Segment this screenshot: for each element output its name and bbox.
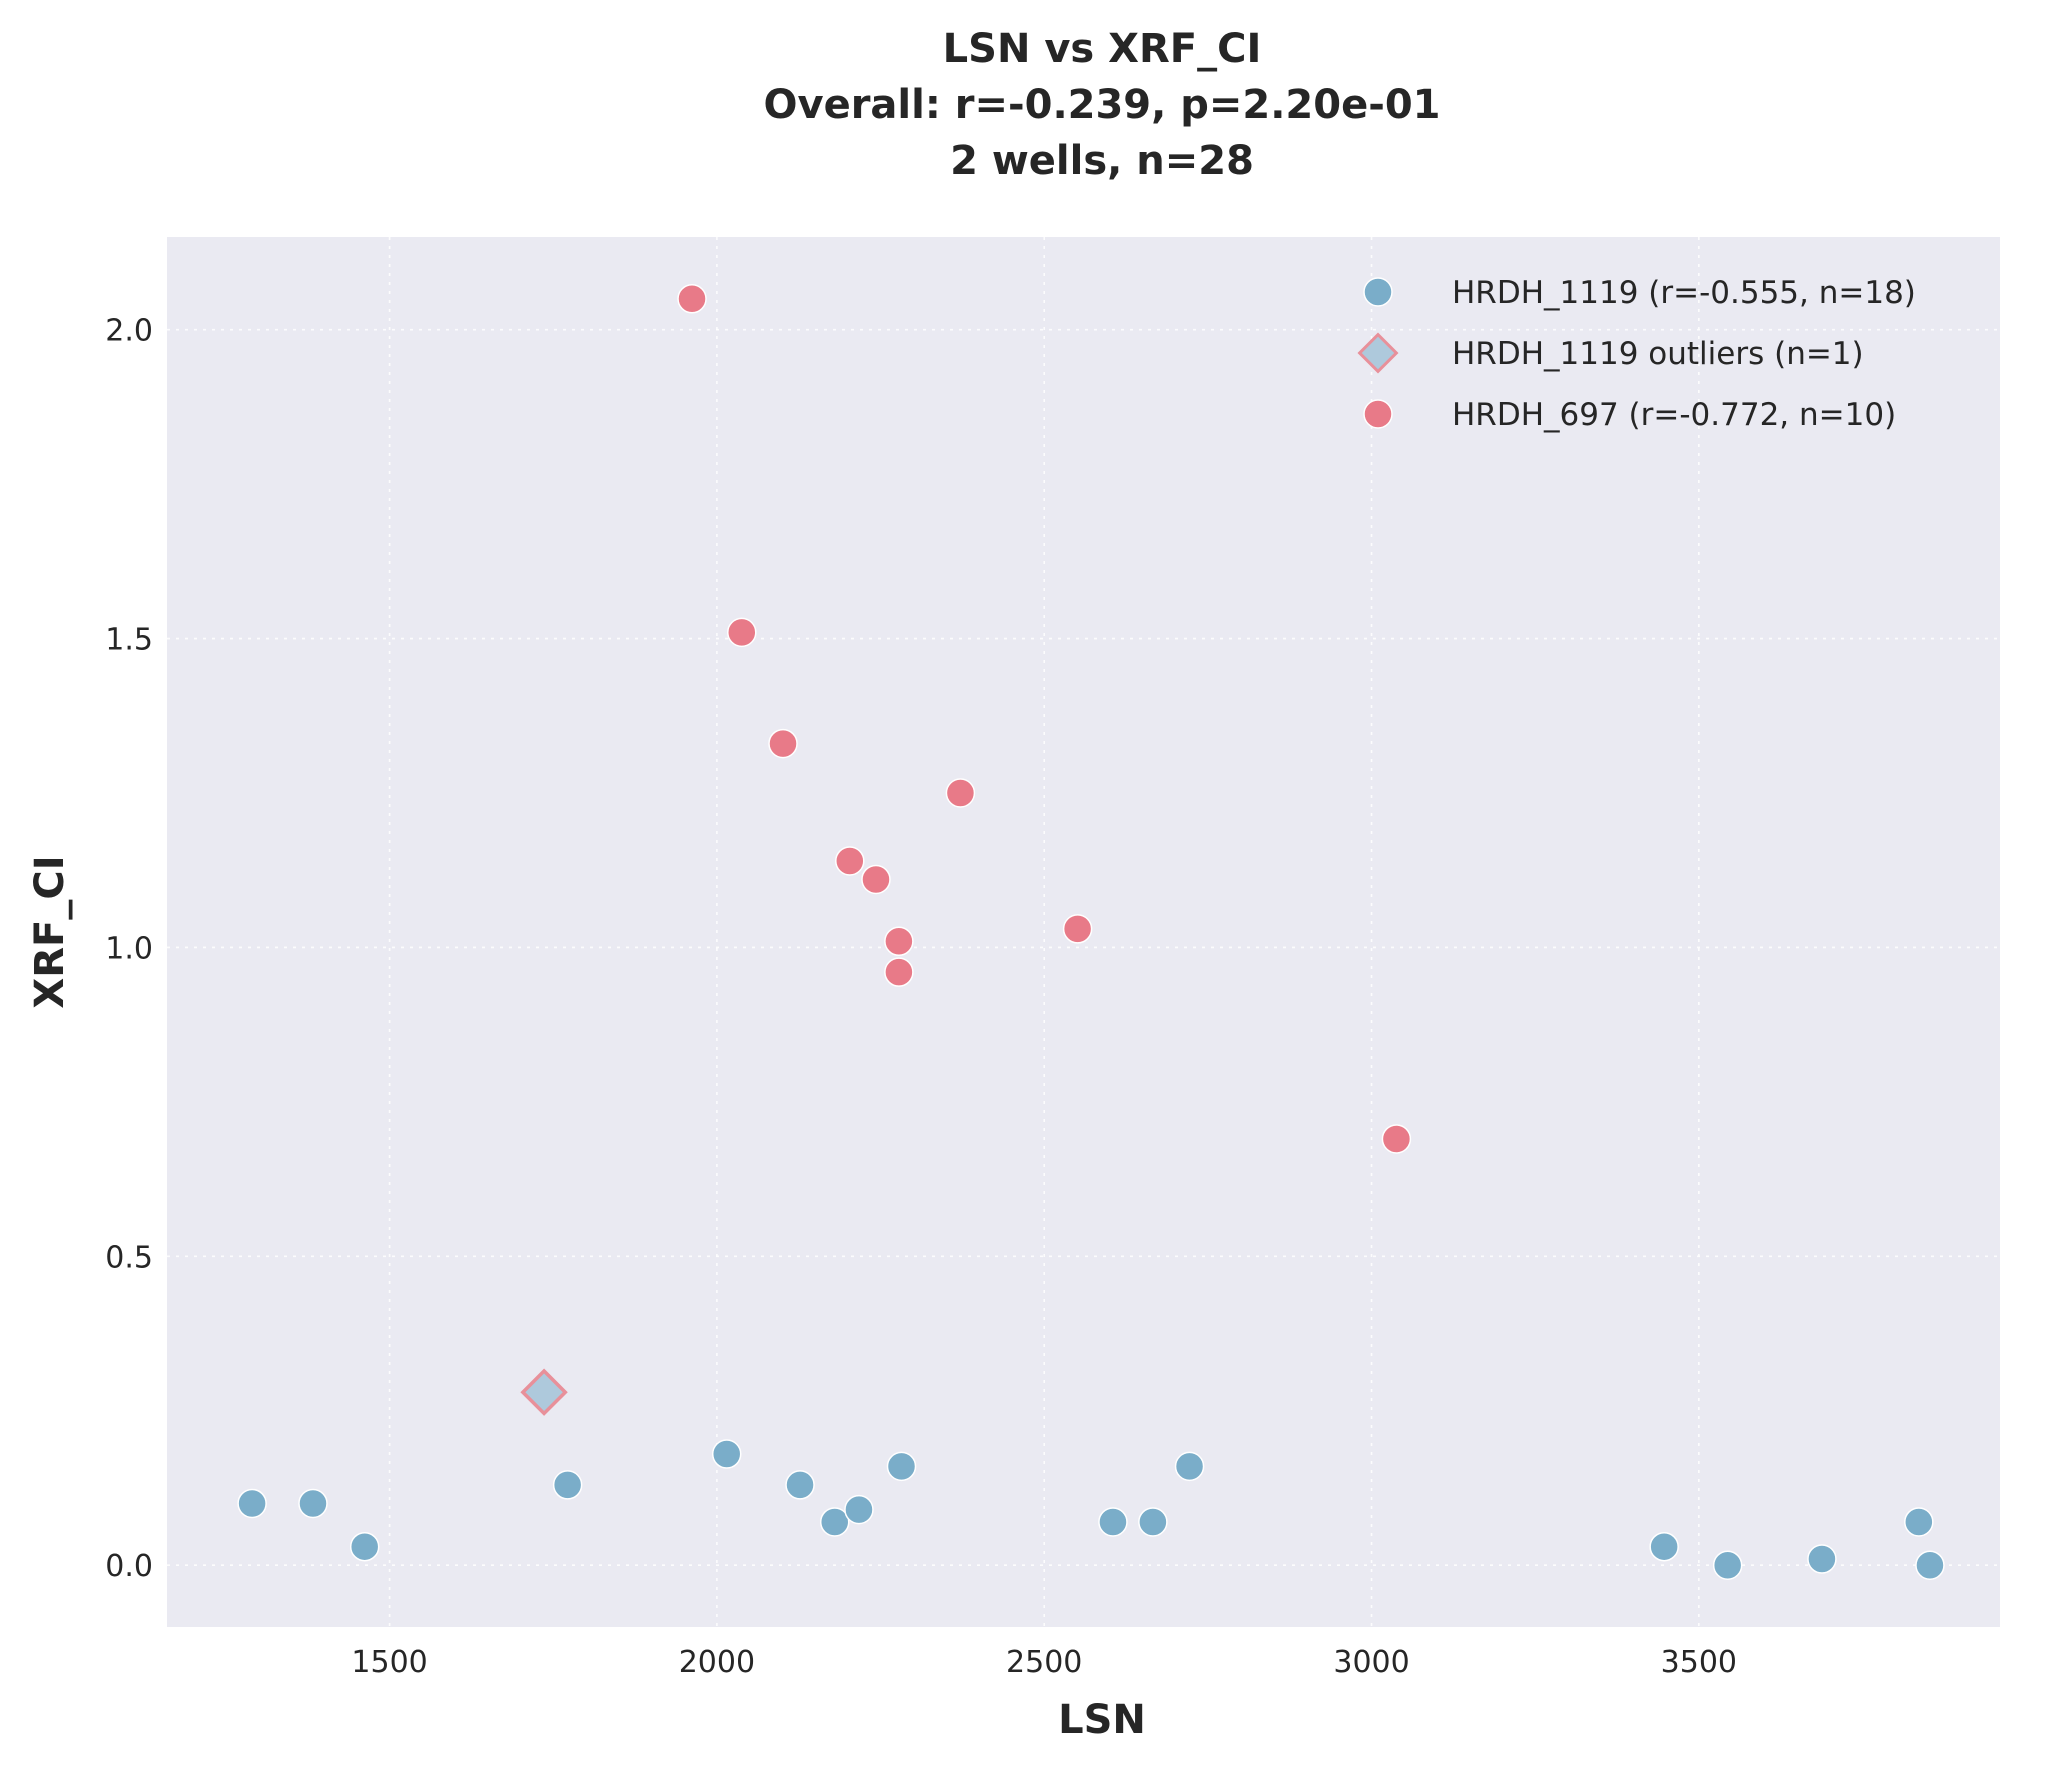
hrdh-697-point [861,864,891,895]
y-tick-label: 0.0 [105,1549,153,1584]
hrdh-1119-point [349,1531,380,1562]
hrdh-1119-point [1649,1531,1679,1562]
hrdh-1119-point [1807,1544,1837,1574]
chart-title-line-3: 2 wells, n=28 [950,138,1254,184]
x-axis-label: LSN [1058,1697,1146,1743]
hrdh-697-point [884,957,914,987]
chart-title-line-1: LSN vs XRF_CI [943,26,1262,72]
hrdh-1119-point [237,1488,267,1519]
hrdh-1119-point [1712,1550,1743,1580]
hrdh-697-point [884,926,914,957]
x-tick-label: 2500 [1006,1645,1082,1680]
legend-label-hrdh-697: HRDH_697 (r=-0.772, n=10) [1452,397,1896,433]
hrdh-1119-point [298,1488,328,1519]
legend: HRDH_1119 (r=-0.555, n=18) HRDH_1119 out… [1357,275,1916,433]
legend-marker-hrdh-697 [1363,399,1393,429]
data-points [237,284,1945,1580]
hrdh-697-point [677,284,707,314]
x-tick-label: 1500 [351,1645,427,1680]
hrdh-1119-point [1098,1507,1128,1537]
x-axis-ticks: 1500 2000 2500 3000 3500 [351,1645,1737,1680]
hrdh-1119-point [1904,1507,1934,1537]
legend-label-hrdh-1119-outliers: HRDH_1119 outliers (n=1) [1452,336,1864,372]
chart-title-line-2: Overall: r=-0.239, p=2.20e-01 [764,82,1441,128]
hrdh-697-point [835,846,865,876]
y-tick-label: 1.0 [105,931,153,966]
x-tick-label: 2000 [679,1645,755,1680]
hrdh-697-point [727,617,757,648]
x-tick-label: 3500 [1661,1645,1737,1680]
hrdh-697-point [1381,1124,1412,1154]
hrdh-1119-point [1138,1507,1168,1537]
hrdh-1119-point [552,1470,583,1500]
grid [167,237,2000,1627]
y-tick-label: 2.0 [105,314,153,349]
legend-marker-hrdh-1119 [1363,277,1393,307]
y-tick-label: 0.5 [105,1240,153,1275]
hrdh-1119-point [1915,1550,1945,1580]
hrdh-1119-point [844,1494,874,1525]
y-tick-label: 1.5 [105,623,153,658]
y-axis-label: XRF_CI [27,855,73,1008]
legend-label-hrdh-1119: HRDH_1119 (r=-0.555, n=18) [1452,275,1916,311]
legend-marker-hrdh-1119-outliers [1357,332,1399,374]
hrdh-697-point [1062,914,1093,944]
hrdh-1119-point [819,1507,850,1537]
hrdh-1119-point [785,1470,815,1500]
outlier-point [520,1368,568,1416]
hrdh-1119-point [886,1451,917,1482]
hrdh-1119-point [1174,1451,1205,1482]
hrdh-697-point [768,728,798,759]
y-axis-ticks: 0.0 0.5 1.0 1.5 2.0 [105,314,153,1585]
hrdh-1119-point [711,1439,742,1469]
hrdh-697-point [945,778,976,808]
x-tick-label: 3000 [1333,1645,1409,1680]
